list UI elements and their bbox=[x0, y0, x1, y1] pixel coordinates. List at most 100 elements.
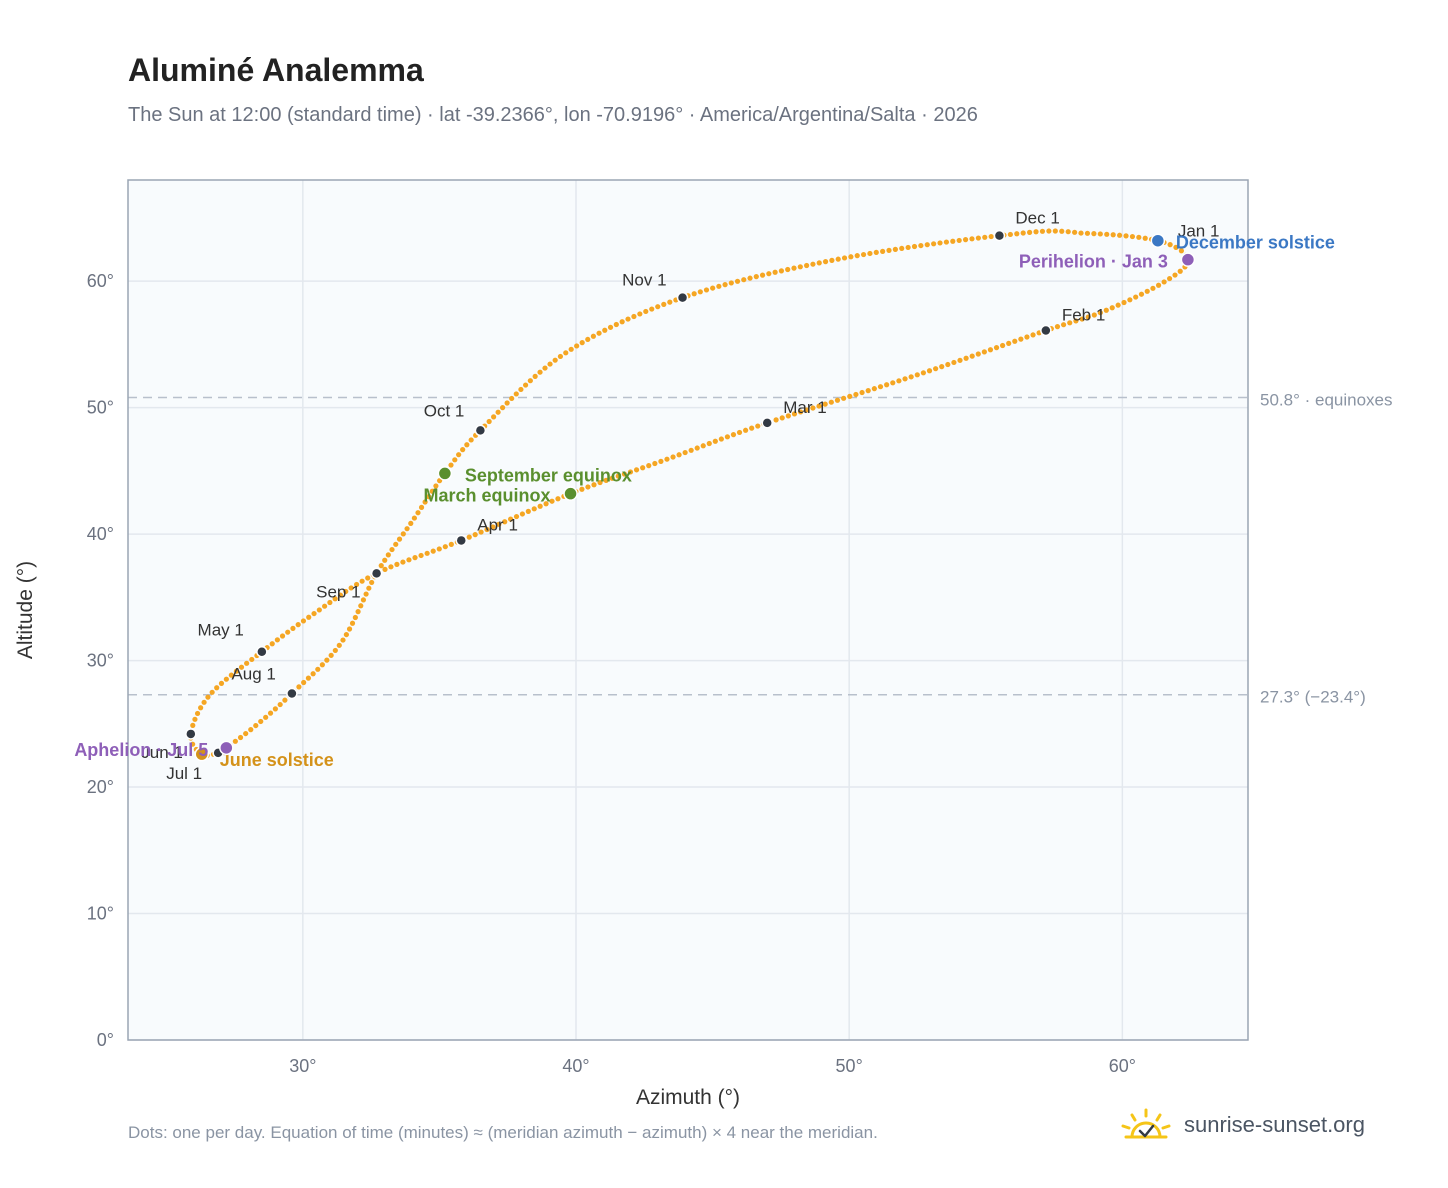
daily-dot bbox=[198, 705, 204, 711]
daily-dot bbox=[348, 585, 354, 591]
daily-dot bbox=[223, 676, 229, 682]
daily-dot bbox=[1027, 229, 1033, 235]
x-tick-label: 40° bbox=[562, 1056, 589, 1076]
daily-dot bbox=[412, 555, 418, 561]
daily-dot bbox=[1030, 332, 1036, 338]
daily-dot bbox=[797, 264, 803, 270]
daily-dot bbox=[315, 666, 321, 672]
daily-dot bbox=[676, 452, 682, 458]
daily-dot bbox=[527, 378, 533, 384]
daily-dot bbox=[585, 336, 591, 343]
daily-dot bbox=[547, 361, 553, 367]
daily-dot bbox=[1129, 233, 1136, 240]
daily-dot bbox=[853, 391, 859, 398]
daily-dot bbox=[956, 237, 962, 244]
daily-dot bbox=[1085, 314, 1091, 320]
daily-dot bbox=[854, 253, 860, 259]
daily-dot bbox=[829, 257, 835, 263]
event-label: September equinox bbox=[465, 465, 632, 485]
daily-dot bbox=[332, 647, 338, 654]
daily-dot bbox=[349, 620, 356, 626]
daily-dot bbox=[311, 610, 317, 617]
daily-dot bbox=[1150, 285, 1156, 291]
event-dot bbox=[437, 466, 453, 481]
daily-dot bbox=[404, 526, 410, 532]
daily-dot bbox=[884, 382, 890, 388]
daily-dot bbox=[337, 592, 344, 598]
daily-dot bbox=[697, 289, 703, 295]
daily-dot bbox=[643, 308, 649, 315]
daily-dot bbox=[1103, 307, 1109, 313]
daily-dot bbox=[785, 266, 791, 273]
month-dot bbox=[676, 291, 689, 304]
daily-dot bbox=[706, 440, 712, 447]
brand[interactable]: sunrise-sunset.org bbox=[1120, 1100, 1365, 1150]
daily-dot bbox=[358, 603, 364, 609]
x-axis-ticks: 30° 40° 50° 60° bbox=[289, 1056, 1136, 1076]
daily-dot bbox=[579, 486, 585, 492]
daily-dot bbox=[248, 727, 254, 733]
daily-dot bbox=[456, 452, 462, 458]
daily-dot bbox=[886, 247, 892, 253]
daily-dot bbox=[950, 238, 956, 244]
daily-dot bbox=[969, 353, 975, 359]
daily-dot bbox=[759, 272, 766, 278]
daily-dot bbox=[209, 689, 215, 695]
daily-dot bbox=[542, 365, 548, 371]
brand-name: sunrise-sunset.org bbox=[1184, 1112, 1365, 1137]
month-label: Jan 1 bbox=[1178, 222, 1220, 241]
daily-dot bbox=[658, 458, 664, 464]
daily-dot bbox=[1033, 229, 1039, 235]
daily-dot bbox=[552, 357, 558, 363]
daily-dot bbox=[563, 350, 569, 356]
daily-dot bbox=[509, 395, 515, 402]
daily-dot bbox=[388, 564, 394, 570]
event-dot bbox=[219, 740, 234, 756]
daily-dot bbox=[378, 563, 384, 569]
daily-dot bbox=[1012, 338, 1018, 344]
daily-dot bbox=[860, 251, 867, 258]
daily-dot bbox=[296, 684, 302, 690]
daily-dot bbox=[340, 637, 346, 643]
daily-dot bbox=[848, 254, 854, 260]
reference-line-label: 27.3° (−23.4°) bbox=[1260, 688, 1366, 707]
daily-dot bbox=[640, 465, 646, 471]
daily-dot bbox=[557, 353, 564, 360]
daily-dot bbox=[602, 327, 608, 333]
daily-dot bbox=[920, 370, 927, 376]
daily-dot bbox=[418, 504, 425, 510]
daily-dot bbox=[597, 479, 603, 486]
daily-dot bbox=[1060, 322, 1067, 328]
event-label: Aphelion · Jul 5 bbox=[74, 740, 208, 760]
daily-dot bbox=[519, 511, 526, 517]
daily-dot bbox=[931, 241, 937, 247]
x-tick-label: 30° bbox=[289, 1056, 316, 1076]
daily-dot bbox=[363, 591, 369, 597]
daily-dot bbox=[418, 552, 424, 559]
month-label: Jun 1 bbox=[141, 743, 183, 762]
daily-dot bbox=[652, 460, 658, 467]
daily-dot bbox=[537, 503, 543, 509]
daily-dot bbox=[574, 343, 580, 349]
daily-dot bbox=[205, 694, 211, 700]
y-tick-label: 0° bbox=[97, 1030, 114, 1050]
daily-dot bbox=[649, 306, 655, 312]
daily-dot bbox=[899, 245, 905, 252]
month-dot bbox=[455, 534, 468, 547]
footnote: Dots: one per day. Equation of time (min… bbox=[128, 1123, 878, 1142]
daily-dot bbox=[319, 662, 325, 668]
daily-dot bbox=[486, 418, 492, 425]
daily-dot bbox=[192, 716, 198, 722]
y-tick-label: 30° bbox=[87, 651, 114, 671]
daily-dot bbox=[661, 301, 667, 307]
daily-dot bbox=[1078, 230, 1084, 236]
daily-dot bbox=[382, 566, 388, 572]
daily-dot bbox=[619, 319, 625, 325]
month-label: Aug 1 bbox=[231, 664, 275, 683]
daily-dot bbox=[691, 291, 697, 297]
daily-dot bbox=[408, 520, 414, 526]
daily-dot bbox=[279, 633, 286, 639]
daily-dot bbox=[422, 499, 428, 505]
daily-dot bbox=[277, 701, 283, 708]
sun-check-icon bbox=[1121, 1108, 1171, 1139]
